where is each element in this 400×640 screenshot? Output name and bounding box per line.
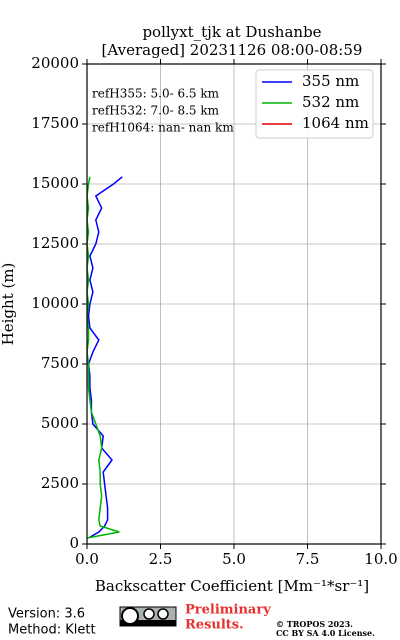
legend-box [255,69,374,139]
x-tick-label: 7.5 [296,550,320,568]
legend-label: 1064 nm [302,114,369,132]
plot-frame [86,63,382,545]
annotation: refH355: 5.0- 6.5 km [92,87,220,101]
legend-label: 532 nm [302,93,359,111]
copyright: © TROPOS 2023. [276,619,353,629]
x-tick-label: 10.0 [364,550,397,568]
profile-line [86,176,120,539]
notice-line: Results. [185,618,244,633]
x-axis-label: Backscatter Coefficient [Mm⁻¹*sr⁻¹] [95,577,369,595]
y-tick-label: 10000 [31,294,79,312]
cc-logo [119,606,177,627]
y-tick-label: 7500 [41,354,79,372]
y-axis-label: Height (m) [0,263,17,346]
y-tick-label: 15000 [31,174,79,192]
y-tick-label: 20000 [31,54,79,72]
y-tick-label: 5000 [41,414,79,432]
x-tick-label: 5.0 [222,550,246,568]
y-tick-label: 17500 [31,114,79,132]
chart-subtitle: [Averaged] 20231126 08:00-08:59 [102,41,363,59]
legend-label: 355 nm [302,72,359,90]
version: Version: 3.6 [8,607,85,622]
y-tick-label: 0 [69,534,79,552]
method: Method: Klett [8,623,96,638]
chart-title: pollyxt_tjk at Dushanbe [142,23,321,41]
annotation: refH1064: nan- nan km [92,121,234,135]
y-tick-label: 2500 [41,474,79,492]
x-tick-label: 0.0 [75,550,99,568]
y-tick-label: 12500 [31,234,79,252]
annotation: refH532: 7.0- 8.5 km [92,104,220,118]
copyright: CC BY SA 4.0 License. [276,628,375,638]
notice-line: Preliminary [185,603,271,618]
x-tick-label: 2.5 [149,550,173,568]
